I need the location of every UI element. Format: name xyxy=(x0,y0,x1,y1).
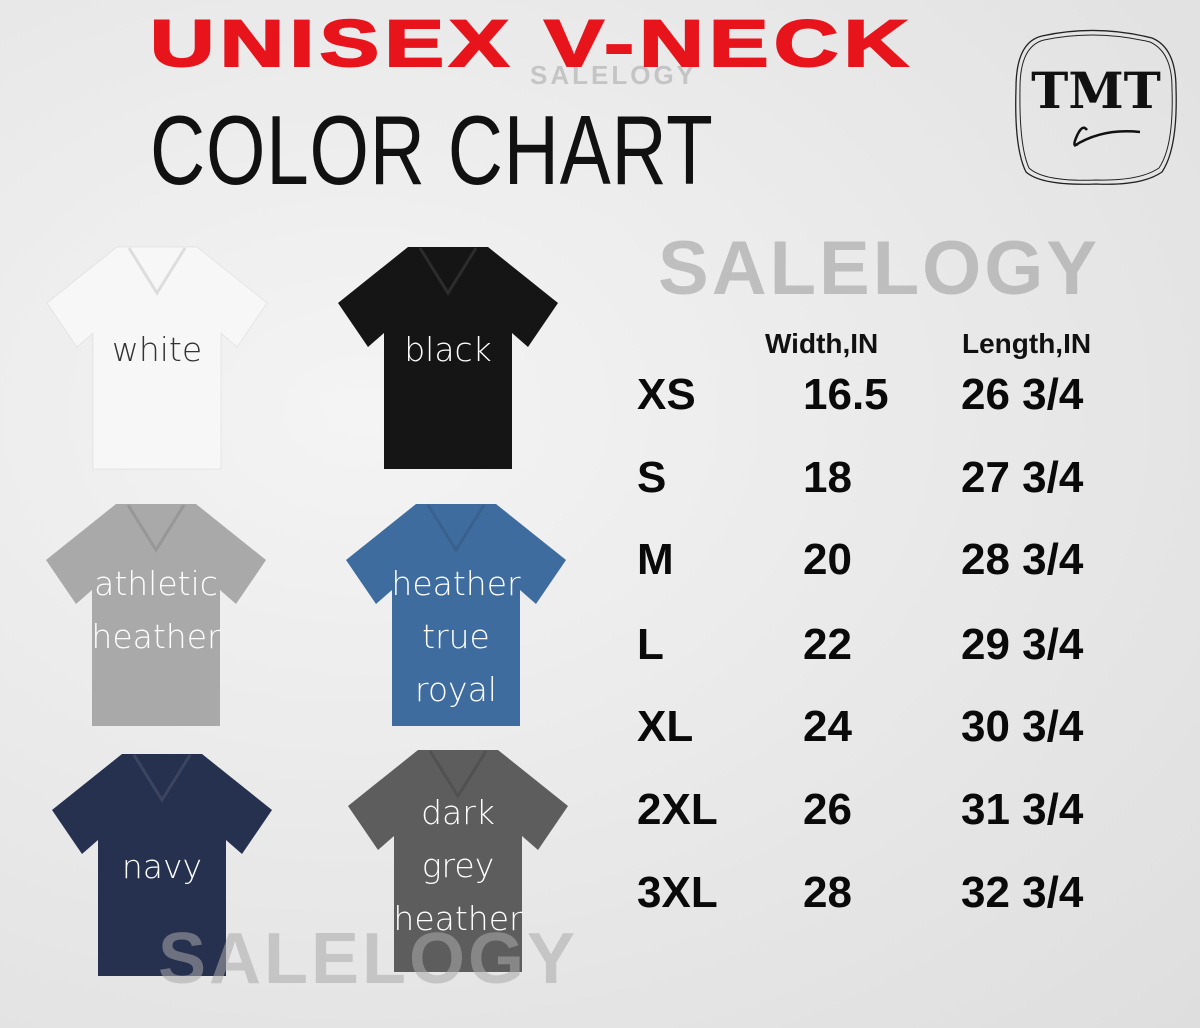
page-title: UNISEX V-NECK xyxy=(149,6,914,80)
tshirt-icon xyxy=(52,754,272,976)
length-header: Length,IN xyxy=(962,328,1092,359)
table-row: S 18 27 3/4 xyxy=(637,453,1084,502)
page-subtitle: COLOR CHART xyxy=(150,95,714,205)
color-swatch-dark-grey-heather: dark grey heather xyxy=(346,748,570,974)
table-row: XS 16.5 26 3/4 xyxy=(637,370,1084,419)
table-row: 2XL 26 31 3/4 xyxy=(637,785,1084,834)
table-row: 3XL 28 32 3/4 xyxy=(637,868,1084,917)
table-row: XL 24 30 3/4 xyxy=(637,702,1084,751)
tshirt-icon xyxy=(46,246,268,470)
table-row: L 22 29 3/4 xyxy=(637,620,1084,669)
watermark: SALELOGY xyxy=(530,60,698,90)
table-row: M 20 28 3/4 xyxy=(637,535,1084,584)
color-label: heather true royal xyxy=(391,564,521,709)
color-label: athletic heather xyxy=(91,564,221,656)
tshirt-icon xyxy=(348,750,568,972)
tshirt-icon xyxy=(346,504,566,726)
color-swatch-heather-true-royal: heather true royal xyxy=(344,502,568,728)
logo-text: TMT xyxy=(1031,61,1161,120)
tshirt-icon xyxy=(46,504,266,726)
tshirt-icon xyxy=(338,247,558,469)
width-header: Width,IN xyxy=(765,328,879,359)
color-swatch-black: black xyxy=(336,245,560,471)
color-swatch-athletic-heather: athletic heather xyxy=(44,502,268,728)
color-swatch-white: white xyxy=(45,245,269,471)
watermark: SALELOGY xyxy=(658,226,1101,311)
color-label: black xyxy=(404,330,492,369)
color-label: dark grey heather xyxy=(393,793,523,938)
brand-logo: TMT xyxy=(1012,28,1180,188)
color-label: white xyxy=(111,330,203,369)
watermark: SALELOGY xyxy=(158,919,579,999)
color-label: navy xyxy=(121,847,203,886)
color-swatch-navy: navy xyxy=(50,752,274,978)
